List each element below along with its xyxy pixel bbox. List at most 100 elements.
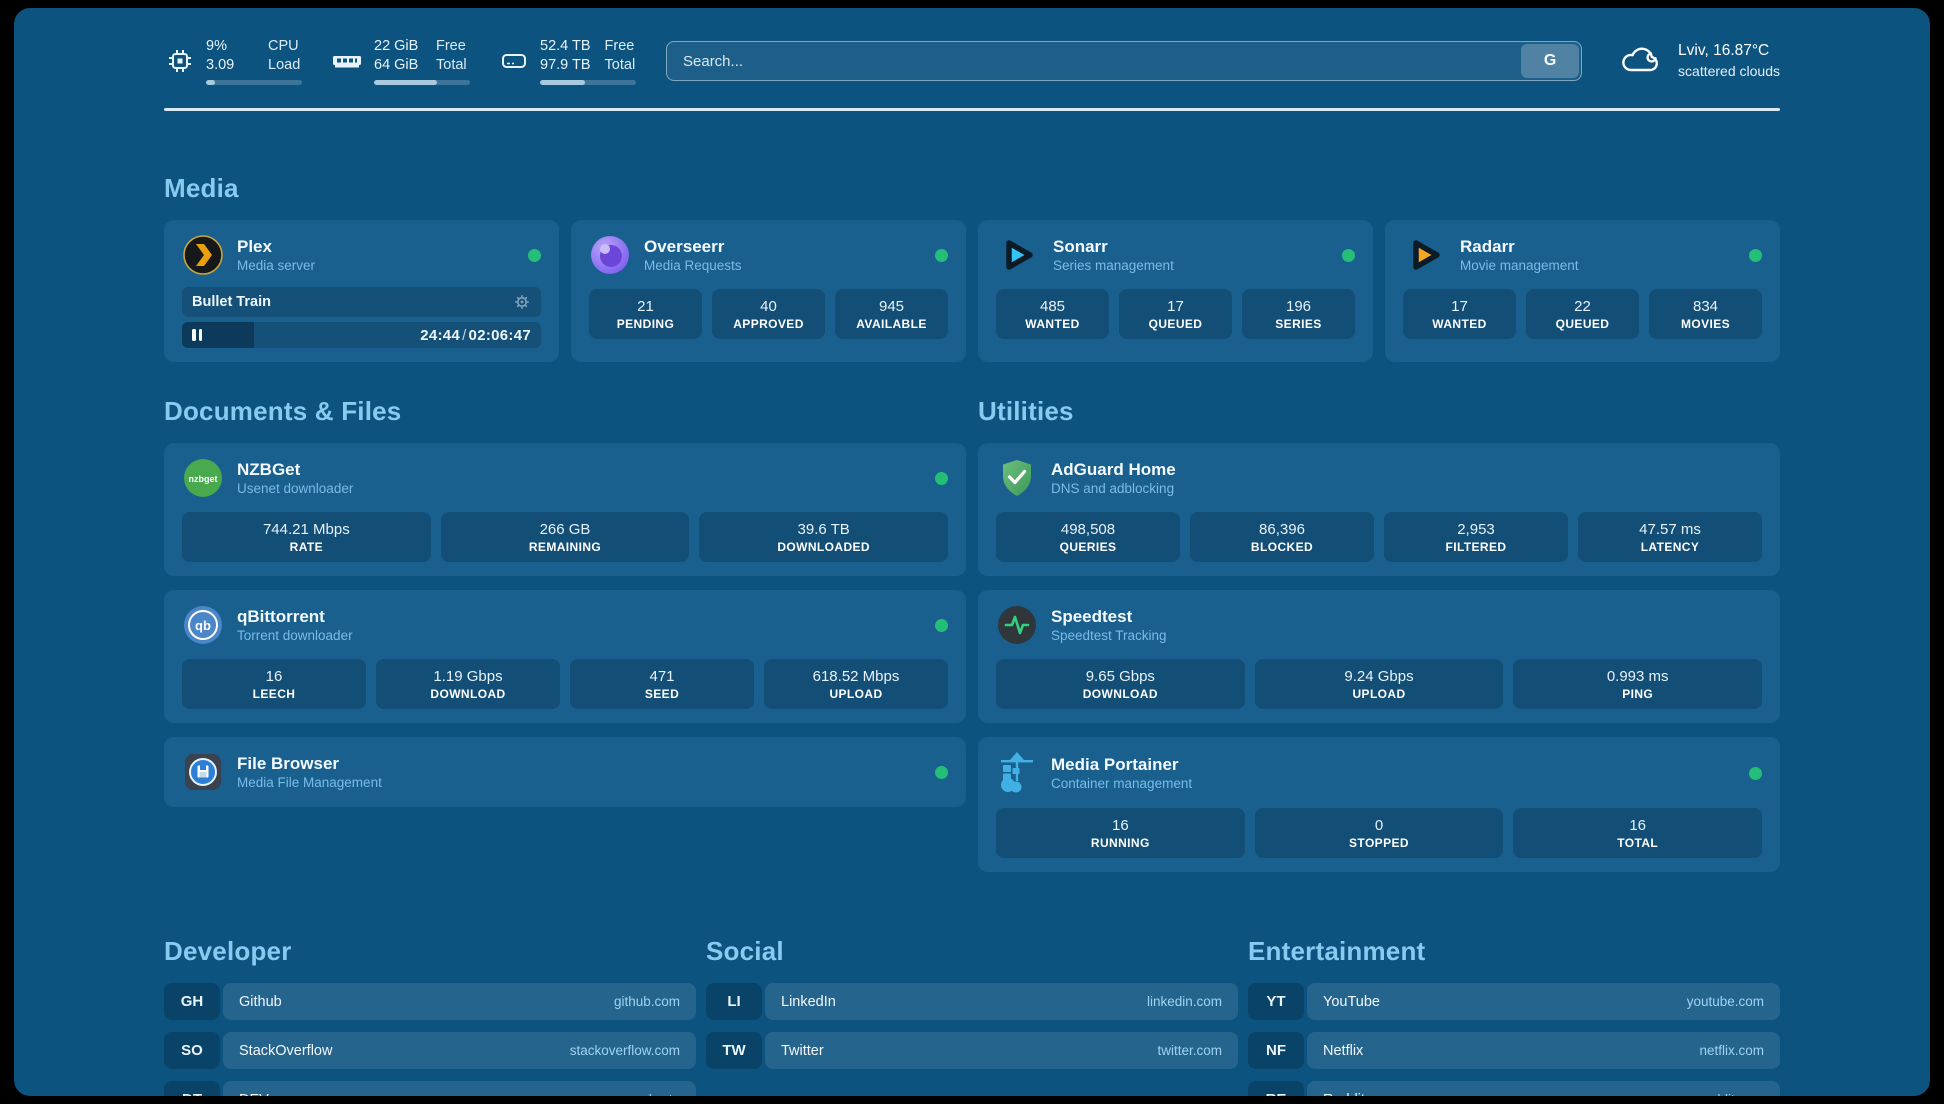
app-name: AdGuard Home bbox=[1051, 459, 1176, 479]
dashboard: 9% 3.09 CPU Load 22 GiB 64 GiB Free Total 52… bbox=[14, 8, 1930, 1096]
cloud-icon bbox=[1618, 39, 1664, 84]
app-card-speedtest[interactable]: Speedtest Speedtest Tracking 9.65 Gbps D… bbox=[978, 590, 1780, 723]
app-name: Plex bbox=[237, 236, 272, 256]
stat-label: AVAILABLE bbox=[856, 317, 927, 331]
bookmark-link-linkedin[interactable]: LI LinkedIn linkedin.com bbox=[706, 983, 1238, 1020]
stat-value: 2,953 bbox=[1457, 521, 1495, 538]
stat-value: 86,396 bbox=[1259, 521, 1305, 538]
stat-label: STOPPED bbox=[1349, 836, 1409, 850]
bookmark-abbr: SO bbox=[164, 1032, 220, 1069]
stat-tile: 945 AVAILABLE bbox=[835, 289, 948, 339]
section-documents-files: Documents & Files nzbget NZBGet Usenet d… bbox=[164, 396, 966, 872]
stat-label: REMAINING bbox=[528, 540, 602, 554]
stat-value: 17 bbox=[1451, 298, 1468, 315]
overseerr-icon bbox=[589, 234, 631, 276]
app-card-overseerr[interactable]: Overseerr Media Requests 21 PENDING 40 A… bbox=[571, 220, 966, 362]
now-playing-bar: Bullet Train bbox=[182, 287, 541, 317]
bookmark-link-github[interactable]: GH Github github.com bbox=[164, 983, 696, 1020]
playback-time: 24:44/02:06:47 bbox=[420, 326, 531, 344]
stat-tile: 471 SEED bbox=[570, 659, 754, 709]
stat-value: 17 bbox=[1167, 298, 1184, 315]
bookmarks-area: Developer GH Github github.com SO StackO… bbox=[164, 936, 1780, 1096]
bookmark-name: Github bbox=[239, 993, 282, 1010]
app-card-portainer[interactable]: Media Portainer Container management 16 … bbox=[978, 737, 1780, 872]
stat-value: 16 bbox=[1629, 817, 1647, 834]
bookmark-link-reddit[interactable]: RE Reddit reddit.com bbox=[1248, 1081, 1780, 1096]
app-card-nzbget[interactable]: nzbget NZBGet Usenet downloader 744.21 M… bbox=[164, 443, 966, 576]
stat-value: 1.19 Gbps bbox=[433, 668, 503, 685]
status-online-dot bbox=[1342, 248, 1355, 262]
stat-value: 9.24 Gbps bbox=[1344, 668, 1414, 685]
bookmark-url: github.com bbox=[613, 994, 680, 1009]
app-subtitle: DNS and adblocking bbox=[1051, 480, 1175, 496]
stat-tile: 2,953 FILTERED bbox=[1384, 512, 1568, 562]
playback-progress-bar[interactable]: 24:44/02:06:47 bbox=[182, 322, 541, 348]
bookmark-name: DEV bbox=[239, 1092, 269, 1097]
app-card-radarr[interactable]: Radarr Movie management 17 WANTED 22 QUE… bbox=[1385, 220, 1780, 362]
bookmark-abbr: GH bbox=[164, 983, 220, 1020]
stat-value: 47.57 ms bbox=[1639, 521, 1701, 538]
stat-label: SEED bbox=[644, 687, 680, 701]
bookmark-name: LinkedIn bbox=[781, 993, 836, 1010]
search-bar: G bbox=[666, 41, 1583, 81]
svg-text:qb: qb bbox=[195, 618, 211, 633]
section-title-media: Media bbox=[164, 173, 239, 203]
bookmark-name: Reddit bbox=[1323, 1092, 1365, 1097]
stat-value: 16 bbox=[265, 668, 283, 685]
app-card-filebrowser[interactable]: File Browser Media File Management bbox=[164, 737, 966, 807]
stat-tile: 22 QUEUED bbox=[1526, 289, 1639, 339]
stat-value: 945 bbox=[878, 298, 905, 315]
stat-value: 266 GB bbox=[539, 521, 591, 538]
stat-progress-bar bbox=[206, 80, 302, 85]
stat-label: BLOCKED bbox=[1250, 540, 1314, 554]
stat-tile: 0.993 ms PING bbox=[1513, 659, 1763, 709]
search-engine-button[interactable]: G bbox=[1521, 44, 1580, 78]
header-divider bbox=[164, 108, 1780, 111]
bookmark-url: dev.to bbox=[644, 1092, 680, 1096]
bookmark-name: StackOverflow bbox=[239, 1042, 333, 1059]
stat-tile: 498,508 QUERIES bbox=[996, 512, 1180, 562]
system-stats: 9% 3.09 CPU Load 22 GiB 64 GiB Free Total 52… bbox=[164, 37, 636, 85]
status-online-dot bbox=[528, 248, 541, 262]
adguard-icon bbox=[996, 457, 1038, 499]
app-name: File Browser bbox=[237, 753, 340, 773]
section-title-utilities: Utilities bbox=[978, 396, 1074, 426]
app-name: NZBGet bbox=[237, 459, 301, 479]
stat-label: PING bbox=[1622, 687, 1654, 701]
app-subtitle: Series management bbox=[1053, 257, 1174, 273]
app-card-plex[interactable]: Plex Media server Bullet Train 24:44/02:… bbox=[164, 220, 559, 362]
top-header: 9% 3.09 CPU Load 22 GiB 64 GiB Free Total 52… bbox=[164, 30, 1780, 92]
search-input[interactable] bbox=[666, 41, 1583, 81]
stat-tile: 266 GB REMAINING bbox=[440, 512, 690, 562]
bookmark-link-stackoverflow[interactable]: SO StackOverflow stackoverflow.com bbox=[164, 1032, 696, 1069]
stat-value: 618.52 Mbps bbox=[812, 668, 900, 685]
stat-label: DOWNLOAD bbox=[1082, 687, 1158, 701]
pause-icon[interactable] bbox=[192, 329, 202, 341]
stat-value: 9.65 Gbps bbox=[1085, 668, 1155, 685]
stat-tile: 16 TOTAL bbox=[1513, 808, 1763, 858]
bookmark-link-youtube[interactable]: YT YouTube youtube.com bbox=[1248, 983, 1780, 1020]
radarr-icon bbox=[1403, 234, 1447, 276]
bookmark-abbr: TW bbox=[706, 1032, 762, 1069]
app-card-qbittorrent[interactable]: qb qBittorrent Torrent downloader 16 LEE… bbox=[164, 590, 966, 723]
app-subtitle: Media Requests bbox=[644, 257, 742, 273]
stat-value: 744.21 Mbps bbox=[262, 521, 350, 538]
status-online-dot bbox=[935, 248, 948, 262]
bookmark-name: YouTube bbox=[1323, 993, 1380, 1010]
stat-tile: 196 SERIES bbox=[1242, 289, 1355, 339]
bookmark-link-twitter[interactable]: TW Twitter twitter.com bbox=[706, 1032, 1238, 1069]
bookmark-link-dev[interactable]: DT DEV dev.to bbox=[164, 1081, 696, 1096]
stat-value: 196 bbox=[1285, 298, 1312, 315]
stat-label: UPLOAD bbox=[829, 687, 883, 701]
system-stat: 52.4 TB 97.9 TB Free Total bbox=[498, 37, 636, 85]
bookmark-link-netflix[interactable]: NF Netflix netflix.com bbox=[1248, 1032, 1780, 1069]
settings-icon[interactable] bbox=[513, 293, 531, 311]
app-card-sonarr[interactable]: Sonarr Series management 485 WANTED 17 Q… bbox=[978, 220, 1373, 362]
stat-value: 498,508 bbox=[1060, 521, 1116, 538]
bookmark-url: twitter.com bbox=[1157, 1043, 1222, 1058]
stat-tile: 0 STOPPED bbox=[1254, 808, 1504, 858]
svg-text:nzbget: nzbget bbox=[189, 474, 218, 484]
stat-label: QUEUED bbox=[1148, 317, 1203, 331]
app-card-adguard[interactable]: AdGuard Home DNS and adblocking 498,508 … bbox=[978, 443, 1780, 576]
weather-condition: scattered clouds bbox=[1678, 63, 1780, 79]
